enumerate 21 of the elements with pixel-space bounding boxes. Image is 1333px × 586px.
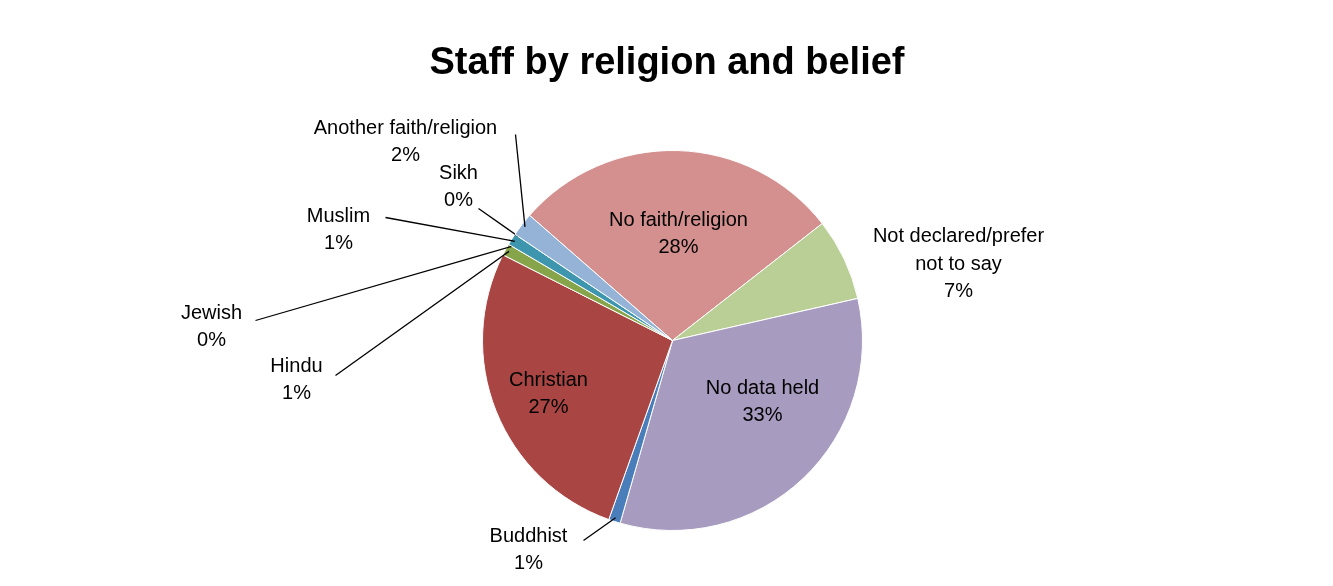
text: 0% xyxy=(444,188,473,211)
slice-label: No faith/religion xyxy=(609,207,748,230)
category-label: Sikh xyxy=(439,160,478,183)
slice-label: Hindu xyxy=(270,353,323,376)
data-label: 1% xyxy=(282,381,312,404)
chart-title: Staff by religion and belief xyxy=(429,39,905,82)
slice-label: Not declared/prefer not to say xyxy=(872,224,1045,274)
text: 0% xyxy=(197,328,226,351)
slice-label: Buddhist xyxy=(489,523,568,546)
data-label: 33% xyxy=(742,403,783,426)
data-label: 27% xyxy=(528,395,569,418)
data-label: 28% xyxy=(658,235,699,258)
data-label: 7% xyxy=(944,279,974,301)
slice-label: No data held xyxy=(705,375,820,398)
data-label: 1% xyxy=(514,551,544,574)
data-label: 1% xyxy=(324,231,354,254)
slice-label: Another faith/religion xyxy=(313,115,498,138)
category-label: Jewish xyxy=(180,300,243,323)
slice-label: Muslim xyxy=(306,203,371,226)
slice-label: Christian xyxy=(509,367,588,390)
data-label: 2% xyxy=(391,143,421,166)
